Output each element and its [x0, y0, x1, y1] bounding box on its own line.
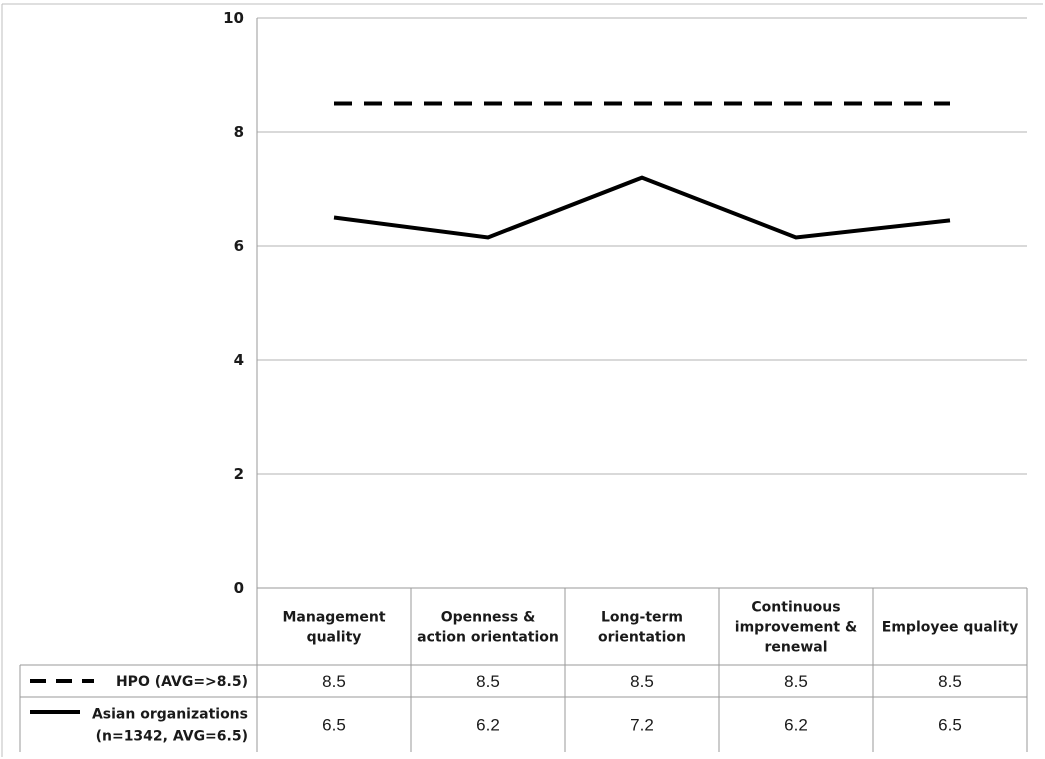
series-line	[333, 175, 951, 240]
y-tick-label: 8	[234, 123, 244, 141]
category-label: Openness & action orientation	[417, 610, 559, 646]
data-label: 6.5	[938, 716, 962, 735]
legend-label: Asian organizations (n=1342, AVG=6.5)	[92, 707, 248, 745]
data-table	[19, 587, 1028, 752]
category-label: Employee quality	[882, 620, 1018, 636]
data-label: 8.5	[630, 672, 654, 691]
series-lines	[333, 101, 951, 240]
data-label: 6.2	[784, 716, 808, 735]
data-labels: 8.5 8.5 8.5 8.5 8.5 6.5 6.2 7.2 6.2 6.5	[322, 672, 962, 735]
y-axis-ticks: 0 2 4 6 8 10	[223, 9, 244, 597]
gridlines	[1, 3, 1043, 757]
y-tick-label: 10	[223, 9, 244, 27]
data-label: 7.2	[630, 716, 654, 735]
data-label: 6.2	[476, 716, 500, 735]
data-label: 8.5	[476, 672, 500, 691]
data-label: 8.5	[938, 672, 962, 691]
category-labels: Management quality Openness & action orient…	[282, 600, 1018, 656]
legend-keys: HPO (AVG=>8.5) Asian organizations (n=1342…	[30, 674, 248, 745]
y-tick-label: 2	[234, 465, 244, 483]
category-label: Long-term orientation	[598, 610, 686, 646]
data-label: 8.5	[322, 672, 346, 691]
category-label: Management quality	[282, 610, 385, 646]
y-tick-label: 6	[234, 237, 244, 255]
legend-label: HPO (AVG=>8.5)	[116, 674, 248, 690]
data-label: 8.5	[784, 672, 808, 691]
category-label: Continuous improvement & renewal	[735, 600, 857, 656]
data-label: 6.5	[322, 716, 346, 735]
y-tick-label: 4	[234, 351, 244, 369]
y-tick-label: 0	[234, 579, 244, 597]
